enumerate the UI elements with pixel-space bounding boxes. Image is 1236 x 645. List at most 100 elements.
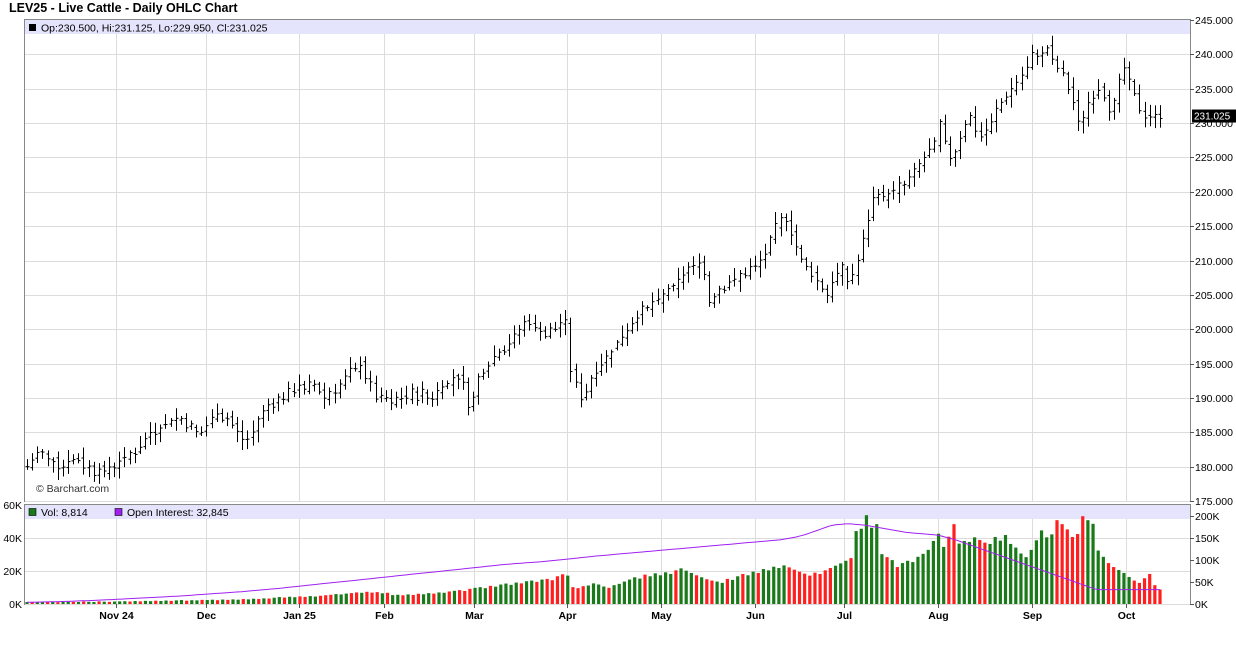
volume-bar [921, 553, 925, 604]
ohlc-bar [594, 361, 599, 387]
ohlc-legend-square [29, 24, 36, 31]
ohlc-bar [984, 118, 989, 146]
volume-bar [581, 586, 585, 604]
ohlc-bar [399, 387, 404, 409]
volume-bar [967, 541, 972, 604]
volume-bar [694, 575, 699, 604]
volume-bar [339, 594, 343, 604]
ohlc-bar [343, 369, 348, 390]
price-tick-label: 215.000 [1195, 221, 1233, 233]
ohlc-bar [30, 453, 35, 471]
ohlc-bar [389, 389, 394, 411]
ohlc-bar [276, 393, 281, 412]
ohlc-bar [420, 381, 425, 404]
ohlc-bar [102, 460, 107, 478]
volume-bar [612, 585, 616, 604]
ohlc-bar [92, 461, 97, 482]
ohlc-bar [148, 422, 153, 445]
volume-bar [1091, 523, 1095, 604]
volume-bar [391, 595, 395, 604]
ohlc-bar [1112, 97, 1117, 120]
volume-bar [1142, 578, 1147, 604]
date-tick-label: Jan 25 [283, 610, 316, 622]
ohlc-bar [56, 451, 61, 480]
volume-bar [25, 602, 29, 604]
volume-bar [71, 601, 75, 604]
ohlc-bar [163, 414, 168, 429]
volume-bar [591, 583, 596, 604]
volume-bar [736, 576, 740, 604]
volume-bar [215, 600, 220, 604]
ohlc-bar [507, 334, 512, 357]
volume-bar [241, 599, 245, 604]
volume-bar [1076, 534, 1080, 604]
ohlc-bar [1137, 84, 1142, 114]
date-tick-label: Mar [465, 610, 484, 622]
ohlc-bar [297, 374, 302, 398]
volume-bar [849, 558, 853, 604]
ohlc-bar [615, 339, 620, 351]
ohlc-bar [476, 373, 481, 405]
ohlc-bar [876, 189, 881, 206]
ohlc-bar [245, 430, 250, 450]
ohlc-bar [779, 212, 784, 237]
ohlc-bar [968, 112, 973, 127]
volume-bar [885, 557, 889, 604]
volume-tick-label: 0K [9, 599, 22, 611]
ohlc-bar [671, 283, 676, 292]
ohlc-bar [240, 420, 245, 450]
volume-bar [267, 598, 271, 604]
volume-bar [787, 567, 791, 604]
ohlc-bar [999, 98, 1004, 113]
volume-bar [432, 593, 436, 604]
ohlc-bar [81, 447, 86, 475]
ohlc-bar [927, 138, 932, 158]
volume-bar [349, 593, 354, 604]
volume-bar [1009, 543, 1013, 604]
ohlc-bar [189, 420, 194, 430]
volume-bar [272, 597, 276, 604]
ohlc-bar [691, 256, 696, 276]
ohlc-bar [251, 420, 256, 446]
ohlc-bar [215, 403, 220, 422]
volume-bar [550, 580, 554, 604]
volume-bar [674, 570, 678, 604]
volume-bar [231, 599, 235, 604]
volume-legend-bar [25, 505, 1190, 519]
volume-bar [561, 574, 565, 604]
ohlc-bar [261, 405, 266, 428]
ohlc-bar [979, 122, 984, 142]
ohlc-bar [1020, 66, 1025, 91]
volume-bar [1034, 540, 1038, 604]
ohlc-summary: Op:230.500, Hi:231.125, Lo:229.950, Cl:2… [41, 23, 268, 35]
volume-bar [1106, 563, 1111, 604]
volume-bar [715, 581, 719, 604]
volume-bar [1148, 573, 1152, 604]
ohlc-bar [732, 268, 737, 287]
volume-bar [870, 527, 874, 604]
volume-bar [566, 575, 570, 604]
ohlc-bar [502, 345, 507, 355]
ohlc-bar [1153, 105, 1158, 129]
ohlc-bar [543, 326, 548, 339]
ohlc-bar [1107, 90, 1112, 121]
ohlc-bar [363, 356, 368, 384]
ohlc-bar [1122, 57, 1127, 85]
volume-bar [864, 515, 869, 604]
ohlc-bar [179, 416, 184, 425]
volume-bar [983, 542, 987, 604]
volume-bar [555, 576, 560, 604]
ohlc-bar [727, 275, 732, 291]
date-tick-label: Feb [375, 610, 394, 622]
price-tick-label: 195.000 [1195, 359, 1233, 371]
volume-bar [844, 560, 848, 604]
ohlc-bar [635, 310, 640, 332]
volume-bar [931, 540, 935, 604]
volume-bar [169, 600, 173, 604]
ohlc-bar [538, 321, 543, 341]
price-panel [24, 19, 1191, 502]
ohlc-bar [512, 325, 517, 349]
volume-bar [998, 540, 1002, 604]
volume-bar [808, 575, 812, 604]
ohlc-bar [153, 422, 158, 446]
